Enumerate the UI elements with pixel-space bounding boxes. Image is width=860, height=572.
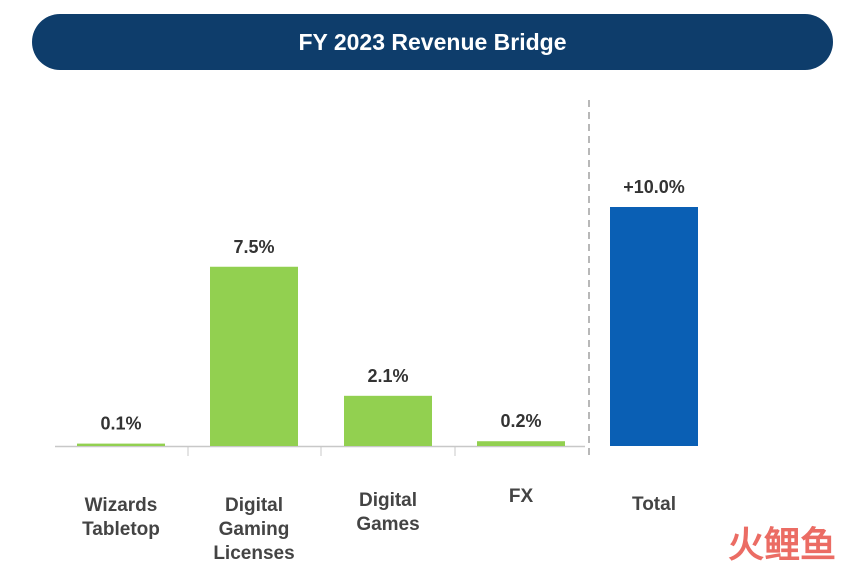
- value-label: +10.0%: [623, 177, 685, 197]
- value-label: 2.1%: [367, 366, 408, 386]
- category-label: Digital Games: [356, 490, 420, 535]
- bar: [344, 395, 432, 446]
- value-label: 0.2%: [500, 411, 541, 431]
- watermark: 火鲤鱼: [727, 525, 836, 566]
- bar: [477, 441, 565, 446]
- category-label: Wizards Tabletop: [82, 495, 160, 540]
- bar: [77, 443, 165, 446]
- value-label: 0.1%: [100, 414, 141, 434]
- chart-title: FY 2023 Revenue Bridge: [32, 14, 833, 70]
- bar: [210, 266, 298, 446]
- category-label: Digital Gaming Licenses: [213, 495, 295, 564]
- category-label: Total: [632, 494, 676, 515]
- bar: [610, 207, 698, 446]
- value-label: 7.5%: [233, 237, 274, 257]
- category-label: FX: [508, 486, 534, 507]
